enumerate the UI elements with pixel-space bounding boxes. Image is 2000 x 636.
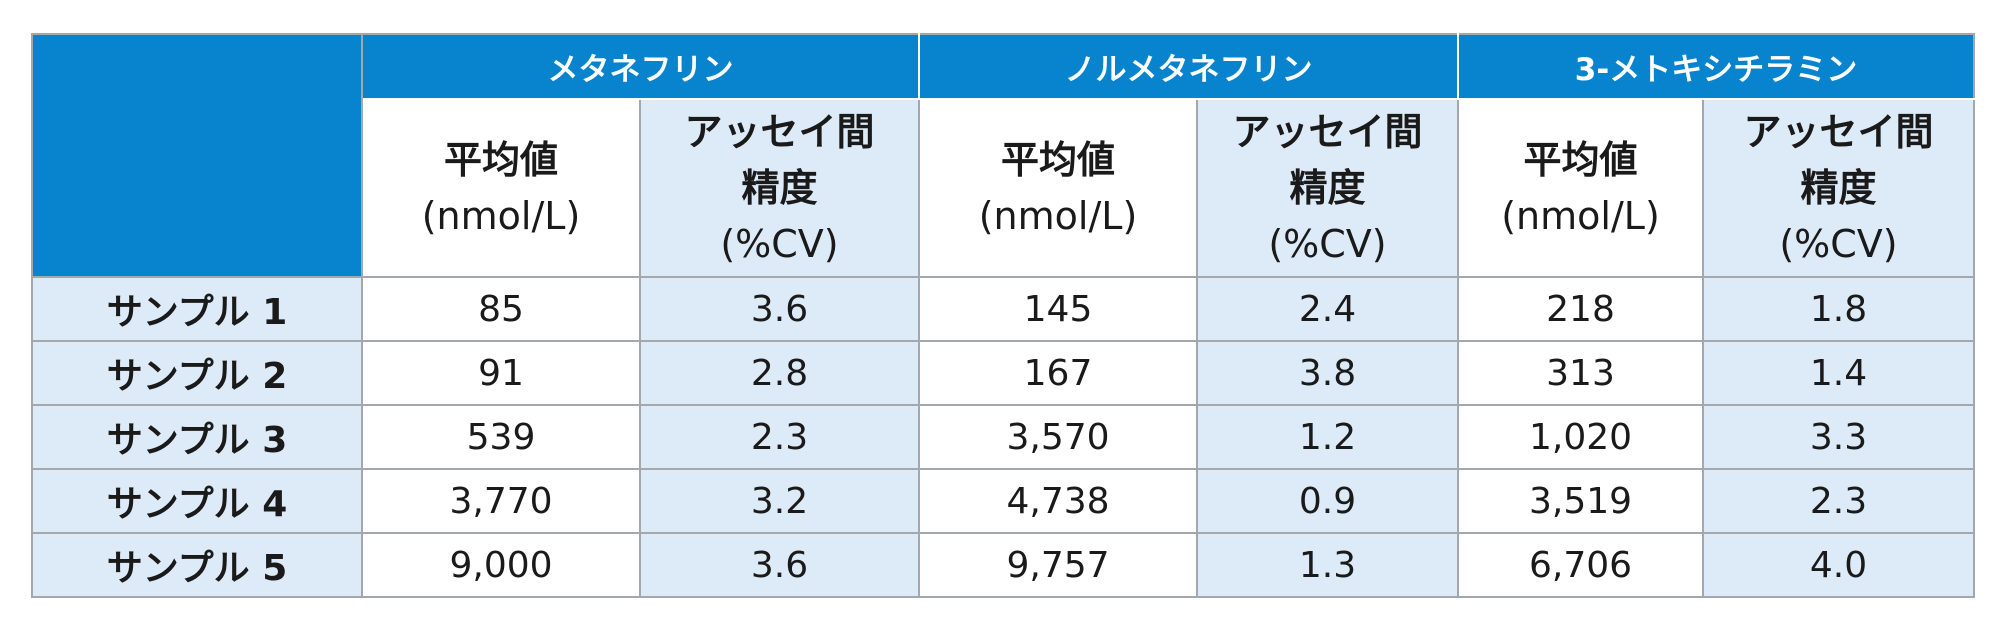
table-cell: 1,020 [1457,404,1704,470]
corner-header-cell [31,33,363,278]
sub-header-mean-unit: (nmol/L) [421,194,581,238]
table-cell: 145 [918,276,1198,342]
data-table: メタネフリン ノルメタネフリン 3-メトキシチラミン 平均値 (nmol/L) … [31,33,1975,598]
table-cell: 2.8 [639,340,920,406]
table-cell: 3.8 [1196,340,1459,406]
table-cell: 6,706 [1457,532,1704,598]
table-cell: 3.2 [639,468,920,534]
sub-header-cv-label-2: 精度 [1800,166,1877,210]
table-cell: 3.3 [1702,404,1975,470]
table-cell: 2.4 [1196,276,1459,342]
table-cell: 2.3 [639,404,920,470]
sub-header-mean-unit: (nmol/L) [1501,194,1660,238]
group-header-3-methoxytyramine: 3-メトキシチラミン [1457,33,1975,100]
table-row: サンプル 4 3,770 3.2 4,738 0.9 3,519 2.3 [31,468,1975,534]
row-label: サンプル 4 [31,468,363,534]
sub-header-cv-unit: (%CV) [1779,222,1898,266]
table-row: サンプル 3 539 2.3 3,570 1.2 1,020 3.3 [31,404,1975,470]
table-cell: 3.6 [639,276,920,342]
table-cell: 539 [361,404,641,470]
sub-header-cv-label-2: 精度 [1289,166,1366,210]
row-label: サンプル 5 [31,532,363,598]
group-header-row: メタネフリン ノルメタネフリン 3-メトキシチラミン [31,33,1975,278]
table-cell: 3.6 [639,532,920,598]
sub-header-mean-label: 平均値 [443,138,558,182]
table-cell: 3,519 [1457,468,1704,534]
table-row: サンプル 1 85 3.6 145 2.4 218 1.8 [31,276,1975,342]
sub-header-cv-label-1: アッセイ間 [684,110,875,154]
sub-header-cv-label-1: アッセイ間 [1743,110,1934,154]
table-cell: 85 [361,276,641,342]
sub-header-cv-unit: (%CV) [720,222,839,266]
group-header-normetanephrine: ノルメタネフリン [918,33,1459,100]
sub-header-cv-label-1: アッセイ間 [1232,110,1423,154]
sub-header-cv-unit: (%CV) [1268,222,1387,266]
sub-header-mean-label: 平均値 [1523,138,1638,182]
table-cell: 1.4 [1702,340,1975,406]
table-cell: 313 [1457,340,1704,406]
sub-header-mean-unit: (nmol/L) [978,194,1138,238]
row-label: サンプル 1 [31,276,363,342]
sub-header-cv: アッセイ間 精度 (%CV) [1702,98,1975,278]
table-row: サンプル 5 9,000 3.6 9,757 1.3 6,706 4.0 [31,532,1975,598]
sub-header-cv: アッセイ間 精度 (%CV) [1196,98,1459,278]
table-cell: 4,738 [918,468,1198,534]
group-header-metanephrine: メタネフリン [361,33,920,100]
sub-header-row: 平均値 (nmol/L) アッセイ間 精度 (%CV) 平均値 (nmol/L)… [32,98,1975,278]
data-table-container: メタネフリン ノルメタネフリン 3-メトキシチラミン 平均値 (nmol/L) … [31,33,1975,598]
table-cell: 3,570 [918,404,1198,470]
sub-header-mean: 平均値 (nmol/L) [361,98,641,278]
table-cell: 4.0 [1702,532,1975,598]
sub-header-mean: 平均値 (nmol/L) [1457,98,1704,278]
table-cell: 167 [918,340,1198,406]
sub-header-cv-label-2: 精度 [741,166,818,210]
table-cell: 0.9 [1196,468,1459,534]
table-row: サンプル 2 91 2.8 167 3.8 313 1.4 [31,340,1975,406]
sub-header-cv: アッセイ間 精度 (%CV) [639,98,920,278]
table-cell: 9,757 [918,532,1198,598]
row-label: サンプル 2 [31,340,363,406]
table-cell: 9,000 [361,532,641,598]
table-cell: 1.3 [1196,532,1459,598]
sub-header-mean-label: 平均値 [1000,138,1115,182]
table-cell: 2.3 [1702,468,1975,534]
table-cell: 1.2 [1196,404,1459,470]
sub-header-mean: 平均値 (nmol/L) [918,98,1198,278]
table-cell: 218 [1457,276,1704,342]
row-label: サンプル 3 [31,404,363,470]
table-cell: 3,770 [361,468,641,534]
table-cell: 1.8 [1702,276,1975,342]
table-cell: 91 [361,340,641,406]
